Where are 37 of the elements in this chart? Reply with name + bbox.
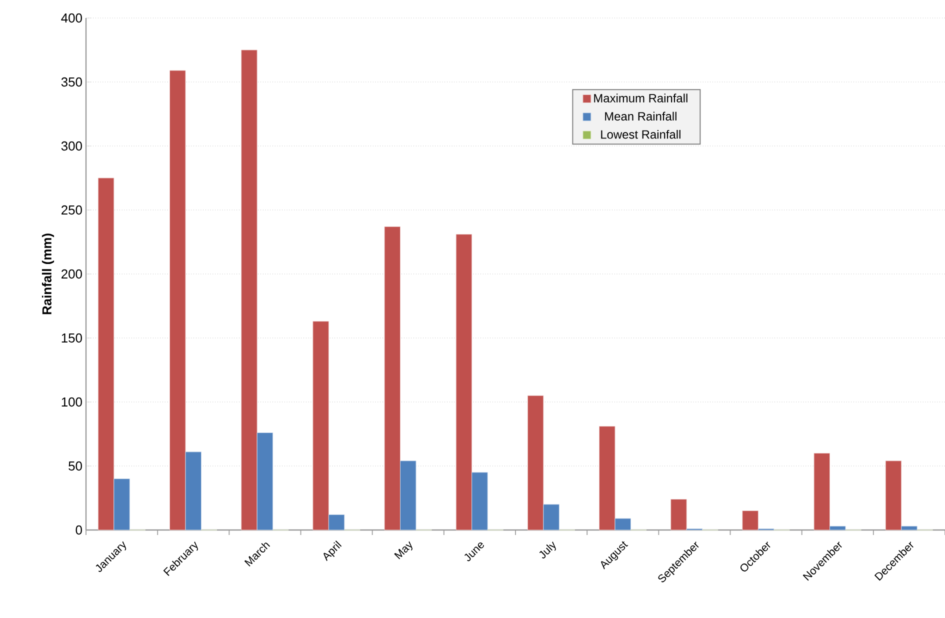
x-tick-label: May [394,541,412,560]
y-tick-label: 150 [62,333,82,343]
bar [312,321,329,530]
bar [599,426,616,530]
bar [328,514,345,530]
y-tick-label: 0 [76,525,82,535]
bar [901,526,918,530]
bar [241,50,258,530]
bar [114,478,130,530]
bar [472,472,488,530]
y-axis-title: Rainfall (mm) [42,234,54,314]
bar [670,499,687,530]
y-tick-label: 100 [62,397,82,407]
y-tick-label: 350 [61,77,82,87]
bar [98,178,114,530]
x-tick-label: July [539,542,556,558]
legend-label: Mean Rainfall [605,112,676,121]
bar [543,504,560,530]
bar [185,452,202,530]
y-tick-label: 400 [61,13,82,23]
bar [384,226,401,530]
y-tick-label: 300 [61,141,82,151]
y-tick-label: 50 [68,461,82,471]
bar [614,518,632,530]
bar [527,395,544,530]
bar [885,460,902,530]
bar [456,234,472,530]
bar [814,452,830,530]
bar [742,510,758,530]
legend-label: Maximum Rainfall [594,94,688,102]
legend-label: Lowest Rainfall [601,130,680,139]
y-tick-label: 250 [62,205,82,215]
bar [830,526,846,530]
bar [170,70,186,530]
bar [256,432,274,530]
bar [400,460,416,530]
y-tick-label: 200 [62,269,82,279]
